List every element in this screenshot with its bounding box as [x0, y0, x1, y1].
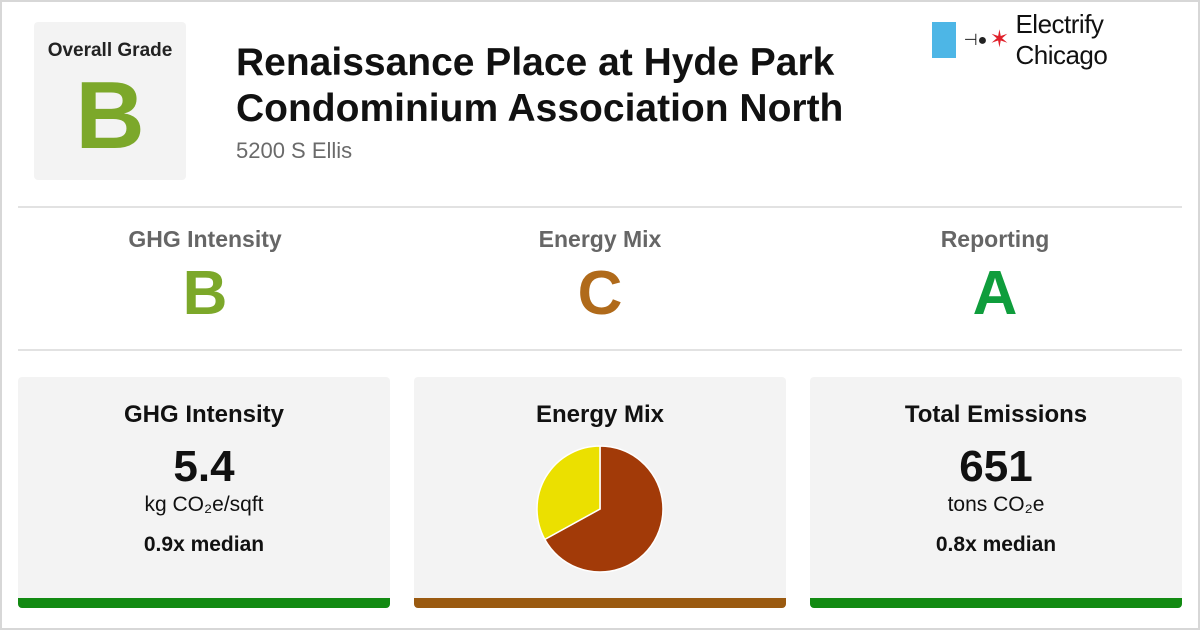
electrify-chicago-logo[interactable]: ⊣● ✶ Electrify Chicago	[932, 9, 1200, 70]
energy-mix-pie-chart	[536, 445, 664, 573]
overall-grade-label: Overall Grade	[47, 40, 173, 61]
subgrade-letter: C	[577, 259, 623, 328]
card-grade-bar	[414, 598, 786, 608]
card-title: Total Emissions	[904, 401, 1088, 428]
subgrade-letter: A	[972, 259, 1018, 328]
ghg-intensity-median: 0.9x median	[143, 533, 265, 556]
building-title-line2: Condominium Association North	[236, 87, 844, 130]
card-grade-bar	[18, 598, 390, 608]
pie-slice-0	[543, 445, 664, 573]
building-title-line1: Renaissance Place at Hyde Park	[236, 41, 835, 84]
divider	[18, 206, 1182, 208]
logo-text: Electrify Chicago	[1015, 9, 1108, 70]
subgrade-energy-mix: Energy Mix C	[403, 226, 797, 327]
total-emissions-median: 0.8x median	[935, 533, 1057, 556]
overall-grade-letter: B	[75, 62, 145, 169]
building-title: Renaissance Place at Hyde Park Condomini…	[236, 40, 916, 132]
building-address: 5200 S Ellis	[236, 138, 353, 163]
total-emissions-card: Total Emissions 651 tons CO₂e 0.8x media…	[810, 377, 1182, 608]
subgrade-letter: B	[182, 259, 228, 328]
card-title: GHG Intensity	[123, 401, 285, 428]
card-title: Energy Mix	[535, 401, 665, 428]
subgrade-name: Energy Mix	[538, 226, 662, 252]
chicago-star-icon: ✶	[989, 26, 1010, 53]
total-emissions-unit: tons CO₂e	[947, 493, 1045, 516]
plug-icon: ⊣●	[963, 32, 988, 49]
ghg-intensity-card: GHG Intensity 5.4 kg CO₂e/sqft 0.9x medi…	[18, 377, 390, 608]
flag-icon	[932, 22, 956, 58]
subgrade-name: Reporting	[940, 226, 1050, 252]
subgrade-reporting: Reporting A	[798, 226, 1192, 327]
subgrade-name: GHG Intensity	[128, 226, 282, 252]
ghg-intensity-unit: kg CO₂e/sqft	[144, 493, 264, 516]
pie-slice-1	[536, 445, 601, 541]
energy-mix-card: Energy Mix	[414, 377, 786, 608]
overall-grade-box: Overall Grade B	[34, 22, 186, 180]
ghg-intensity-value: 5.4	[173, 442, 235, 491]
total-emissions-value: 651	[959, 442, 1033, 491]
card-grade-bar	[810, 598, 1182, 608]
divider	[18, 349, 1182, 351]
subgrade-ghg-intensity: GHG Intensity B	[8, 226, 402, 327]
